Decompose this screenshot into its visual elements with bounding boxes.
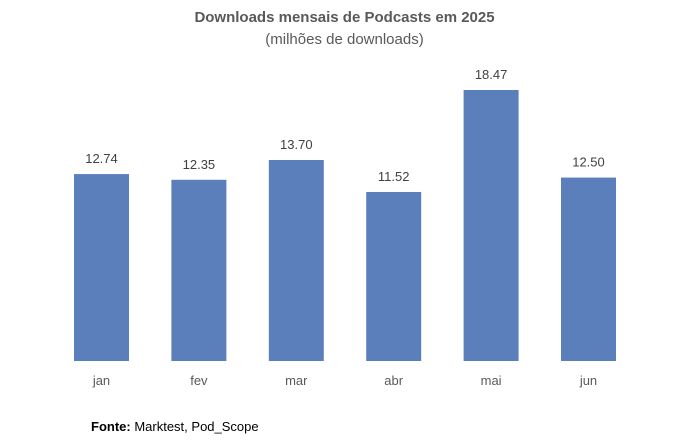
bar-jun — [561, 177, 616, 361]
chart-subtitle: (milhões de downloads) — [265, 31, 424, 48]
bar-mar — [268, 159, 324, 361]
data-label: 11.52 — [378, 169, 410, 184]
data-label: 13.70 — [280, 137, 313, 152]
x-tick-label: mar — [285, 373, 308, 388]
data-label: 18.47 — [475, 67, 508, 82]
x-tick-label: jun — [579, 373, 597, 388]
x-tick-label: fev — [190, 373, 208, 388]
data-label: 12.50 — [572, 155, 605, 170]
data-label: 12.35 — [183, 157, 216, 172]
bar-fev — [171, 179, 227, 361]
source-text: Marktest, Pod_Scope — [130, 419, 259, 434]
bar-abr — [366, 191, 422, 361]
data-label: 12.74 — [85, 151, 118, 166]
x-tick-label: jan — [92, 373, 110, 388]
source-note: Fonte: Marktest, Pod_Scope — [91, 419, 259, 434]
x-tick-label: abr — [384, 373, 403, 388]
chart-title: Downloads mensais de Podcasts em 2025 — [194, 9, 495, 26]
source-label: Fonte: — [91, 419, 131, 434]
x-tick-label: mai — [481, 373, 502, 388]
bar-jan — [74, 174, 129, 361]
bar-mai — [463, 90, 519, 361]
